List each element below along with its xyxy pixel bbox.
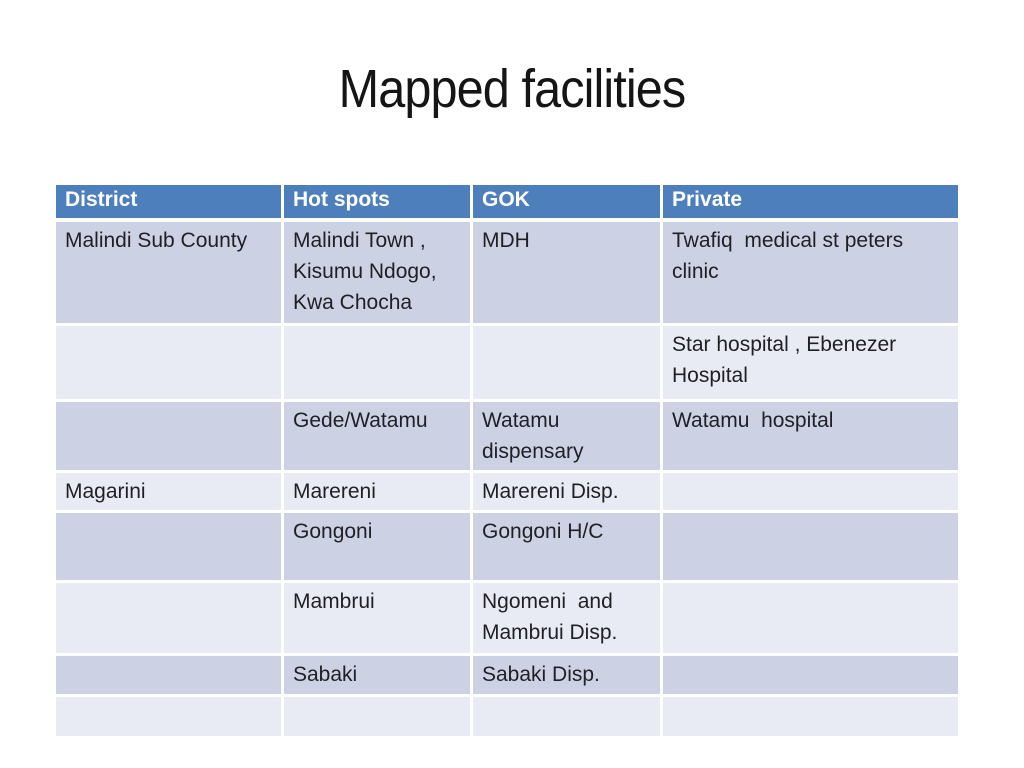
cell-district: Magarini xyxy=(53,470,284,513)
cell-private xyxy=(660,694,961,739)
cell-hot-spots: Marereni xyxy=(281,470,473,513)
cell-private xyxy=(660,510,961,583)
column-header-private: Private xyxy=(660,182,961,222)
cell-gok: Marereni Disp. xyxy=(470,470,663,513)
cell-district xyxy=(53,694,284,739)
table-row: Gongoni Gongoni H/C xyxy=(53,510,961,583)
cell-hot-spots: Gede/Watamu xyxy=(281,399,473,473)
table-row: Star hospital , Ebenezer Hospital xyxy=(53,323,961,402)
table-header-row: District Hot spots GOK Private xyxy=(53,182,961,222)
table-row xyxy=(53,694,961,739)
slide-title: Mapped facilities xyxy=(338,59,687,119)
cell-hot-spots: Mambrui xyxy=(281,580,473,656)
cell-district: Malindi Sub County xyxy=(53,218,284,326)
table-row: Magarini Marereni Marereni Disp. xyxy=(53,470,961,513)
cell-district xyxy=(53,580,284,656)
cell-private xyxy=(660,470,961,513)
cell-hot-spots xyxy=(281,694,473,739)
cell-district xyxy=(53,510,284,583)
table-row: Mambrui Ngomeni and Mambrui Disp. xyxy=(53,580,961,656)
cell-private xyxy=(660,653,961,697)
column-header-hot-spots: Hot spots xyxy=(281,182,473,222)
cell-gok: Ngomeni and Mambrui Disp. xyxy=(470,580,663,656)
cell-gok xyxy=(470,694,663,739)
cell-gok: Gongoni H/C xyxy=(470,510,663,583)
cell-district xyxy=(53,323,284,402)
cell-hot-spots xyxy=(281,323,473,402)
column-header-gok: GOK xyxy=(470,182,663,222)
table-row: Malindi Sub County Malindi Town , Kisumu… xyxy=(53,218,961,326)
cell-private: Star hospital , Ebenezer Hospital xyxy=(660,323,961,402)
mapped-facilities-table: District Hot spots GOK Private Malindi S… xyxy=(53,182,961,739)
cell-hot-spots: Malindi Town , Kisumu Ndogo, Kwa Chocha xyxy=(281,218,473,326)
cell-district xyxy=(53,399,284,473)
cell-private xyxy=(660,580,961,656)
cell-hot-spots: Gongoni xyxy=(281,510,473,583)
cell-gok xyxy=(470,323,663,402)
column-header-district: District xyxy=(53,182,284,222)
cell-gok: Watamu dispensary xyxy=(470,399,663,473)
cell-gok: Sabaki Disp. xyxy=(470,653,663,697)
cell-gok: MDH xyxy=(470,218,663,326)
table-row: Sabaki Sabaki Disp. xyxy=(53,653,961,697)
table-row: Gede/Watamu Watamu dispensary Watamu hos… xyxy=(53,399,961,473)
cell-private: Watamu hospital xyxy=(660,399,961,473)
cell-district xyxy=(53,653,284,697)
cell-private: Twafiq medical st peters clinic xyxy=(660,218,961,326)
cell-hot-spots: Sabaki xyxy=(281,653,473,697)
